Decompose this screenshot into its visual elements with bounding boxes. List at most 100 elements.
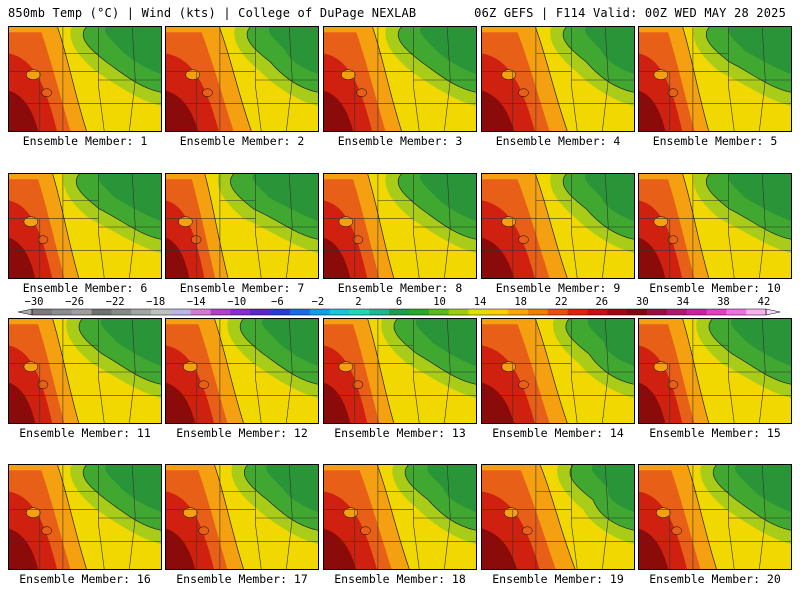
colorbar-tick-label: 26: [595, 296, 609, 308]
temperature-map: [9, 319, 161, 423]
chart-title-right: 06Z GEFS | F114 Valid: 00Z WED MAY 28 20…: [474, 6, 786, 20]
colorbar-segment: [210, 309, 231, 315]
ensemble-map-panel: [481, 26, 635, 132]
ensemble-member-label: Ensemble Member: 6: [22, 281, 148, 295]
ensemble-map-panel: [481, 318, 635, 424]
ensemble-map-panel: [638, 318, 792, 424]
colorbar-segment: [170, 309, 192, 315]
ensemble-map-panel: [8, 26, 162, 132]
temperature-map: [324, 319, 476, 423]
ensemble-map-panel: [481, 464, 635, 570]
ensemble-member-label: Ensemble Member: 17: [176, 572, 308, 586]
temperature-map: [9, 465, 161, 569]
colorbar-tick-label: 10: [433, 296, 446, 308]
temperature-colorbar: −30 −26 −22 −18 −14 −10 −6 −2 2 6 10 14 18 22 26 30 34 38…: [0, 296, 800, 320]
colorbar-segment: [448, 309, 469, 315]
ensemble-map-panel: [638, 26, 792, 132]
temperature-map: [482, 174, 634, 278]
colorbar-segment: [71, 309, 93, 315]
colorbar-segment: [488, 309, 509, 315]
colorbar-tick-label: 34: [676, 296, 690, 308]
ensemble-member-label: Ensemble Member: 1: [22, 134, 148, 148]
colorbar-segment: [607, 309, 628, 315]
colorbar-tick-label: 18: [514, 296, 527, 308]
ensemble-member-label: Ensemble Member: 18: [334, 572, 466, 586]
colorbar-segment: [408, 309, 430, 315]
colorbar-tick-label: 30: [636, 296, 649, 308]
ensemble-map-panel: [323, 26, 477, 132]
colorbar-segment: [369, 309, 390, 315]
ensemble-member-label: Ensemble Member: 3: [337, 134, 463, 148]
colorbar-tick-label: −26: [65, 296, 85, 308]
ensemble-member-label: Ensemble Member: 19: [492, 572, 624, 586]
colorbar-segment: [270, 309, 291, 315]
ensemble-member-label: Ensemble Member: 5: [652, 134, 778, 148]
colorbar-segment: [706, 309, 727, 315]
ensemble-map-panel: [165, 318, 319, 424]
ensemble-map-panel: [638, 173, 792, 279]
temperature-map: [9, 27, 161, 131]
colorbar-segment: [230, 309, 251, 315]
colorbar-segment: [527, 309, 549, 315]
colorbar-tick-label: 38: [717, 296, 730, 308]
colorbar-segment: [508, 309, 529, 315]
ensemble-member-label: Ensemble Member: 9: [495, 281, 621, 295]
colorbar-right-arrow: [765, 308, 781, 316]
colorbar-segment: [131, 309, 152, 315]
colorbar-segment: [389, 309, 410, 315]
colorbar-segment: [726, 309, 747, 315]
colorbar-tick-label: −30: [24, 296, 44, 308]
ensemble-member-label: Ensemble Member: 13: [334, 426, 466, 440]
ensemble-map-panel: [481, 173, 635, 279]
ensemble-map-panel: [165, 464, 319, 570]
ensemble-member-label: Ensemble Member: 15: [649, 426, 781, 440]
colorbar-segment: [666, 309, 688, 315]
colorbar-tick-label: −18: [146, 296, 166, 308]
colorbar-segment: [428, 309, 450, 315]
colorbar-tick-label: 14: [473, 296, 487, 308]
ensemble-member-label: Ensemble Member: 10: [649, 281, 781, 295]
colorbar-tick-label: −10: [227, 296, 247, 308]
colorbar-segment: [349, 309, 370, 315]
colorbar-scale: [17, 308, 781, 316]
colorbar-segment: [329, 309, 350, 315]
colorbar-tick-label: 6: [395, 296, 403, 308]
temperature-map: [639, 27, 791, 131]
temperature-map: [324, 27, 476, 131]
ensemble-map-panel: [323, 464, 477, 570]
ensemble-member-label: Ensemble Member: 20: [649, 572, 781, 586]
ensemble-member-label: Ensemble Member: 8: [337, 281, 463, 295]
colorbar-tick-label: 22: [554, 296, 568, 308]
ensemble-map-panel: [165, 173, 319, 279]
temperature-map: [482, 465, 634, 569]
colorbar-segment: [32, 309, 53, 315]
temperature-map: [9, 174, 161, 278]
colorbar-segment: [547, 309, 569, 315]
colorbar-segment: [111, 309, 132, 315]
temperature-map: [324, 465, 476, 569]
ensemble-map-panel: [8, 318, 162, 424]
temperature-map: [166, 465, 318, 569]
temperature-map: [166, 319, 318, 423]
colorbar-segment: [646, 309, 668, 315]
colorbar-segment: [627, 309, 648, 315]
ensemble-member-label: Ensemble Member: 12: [176, 426, 308, 440]
colorbar-segment: [250, 309, 271, 315]
colorbar-tick-label: 2: [355, 296, 362, 308]
colorbar-tick-label: 42: [757, 296, 771, 308]
colorbar-tick-label: −6: [271, 296, 284, 308]
colorbar-left-arrow: [17, 308, 33, 316]
temperature-map: [482, 319, 634, 423]
colorbar-segment: [190, 309, 212, 315]
chart-title-left: 850mb Temp (°C) | Wind (kts) | College o…: [8, 6, 417, 20]
colorbar-segment: [151, 309, 172, 315]
ensemble-member-label: Ensemble Member: 16: [19, 572, 151, 586]
temperature-map: [166, 27, 318, 131]
colorbar-segment: [91, 309, 112, 315]
colorbar-segment: [587, 309, 608, 315]
ensemble-map-panel: [323, 173, 477, 279]
colorbar-segment: [289, 309, 311, 315]
ensemble-member-label: Ensemble Member: 7: [179, 281, 305, 295]
colorbar-tick-label: −22: [105, 296, 125, 308]
ensemble-member-label: Ensemble Member: 4: [495, 134, 621, 148]
